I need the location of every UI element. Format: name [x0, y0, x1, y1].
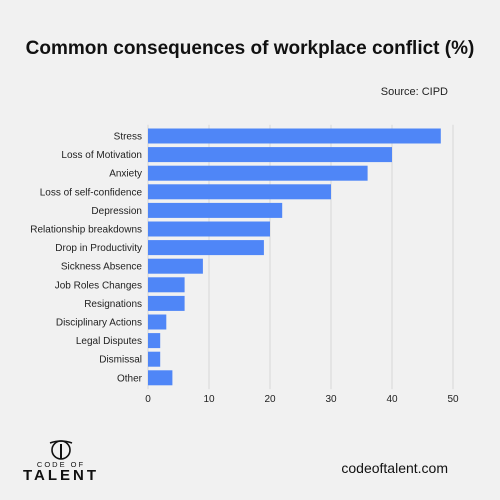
chart-title: Common consequences of workplace conflic… [25, 38, 475, 59]
category-label: Relationship breakdowns [30, 225, 142, 236]
bar [148, 314, 167, 330]
category-label: Resignations [84, 299, 142, 310]
bars [148, 128, 441, 386]
grid-lines [147, 124, 454, 390]
bar [148, 165, 368, 181]
category-label: Other [117, 373, 143, 384]
x-tick-label: 30 [325, 394, 337, 405]
bar [148, 370, 173, 386]
footer-url[interactable]: codeoftalent.com [341, 460, 448, 476]
x-tick-labels: 0 10 20 30 40 50 [145, 394, 459, 405]
bar [148, 295, 185, 311]
category-label: Legal Disputes [76, 336, 142, 347]
logo-text-bottom: TALENT [22, 467, 100, 484]
category-label: Loss of self-confidence [40, 187, 143, 198]
bar [148, 277, 185, 293]
chart-source: Source: CIPD [380, 86, 448, 98]
category-label: Disciplinary Actions [56, 318, 142, 329]
x-tick-label: 40 [386, 394, 398, 405]
x-tick-label: 0 [145, 394, 151, 405]
category-label: Anxiety [109, 169, 142, 180]
category-label: Sickness Absence [61, 262, 143, 273]
bar [148, 333, 161, 349]
bar [148, 258, 203, 274]
category-label: Stress [114, 132, 142, 143]
logo-icon [49, 440, 73, 460]
bar [148, 147, 392, 163]
bar [148, 184, 331, 200]
x-tick-label: 10 [203, 394, 215, 405]
category-labels: Stress Loss of Motivation Anxiety Loss of s… [30, 132, 142, 385]
bar [148, 240, 264, 256]
bar [148, 128, 441, 144]
bar [148, 202, 283, 218]
bar [148, 351, 161, 367]
category-label: Depression [91, 206, 142, 217]
category-label: Drop in Productivity [55, 243, 142, 254]
category-label: Dismissal [99, 355, 142, 366]
code-of-talent-logo: CODE OF TALENT [16, 440, 106, 484]
category-label: Loss of Motivation [61, 150, 142, 161]
category-label: Job Roles Changes [55, 280, 142, 291]
x-tick-label: 20 [264, 394, 276, 405]
bar [148, 221, 270, 237]
logo-text-top: CODE OF [36, 460, 86, 469]
x-tick-label: 50 [447, 394, 459, 405]
